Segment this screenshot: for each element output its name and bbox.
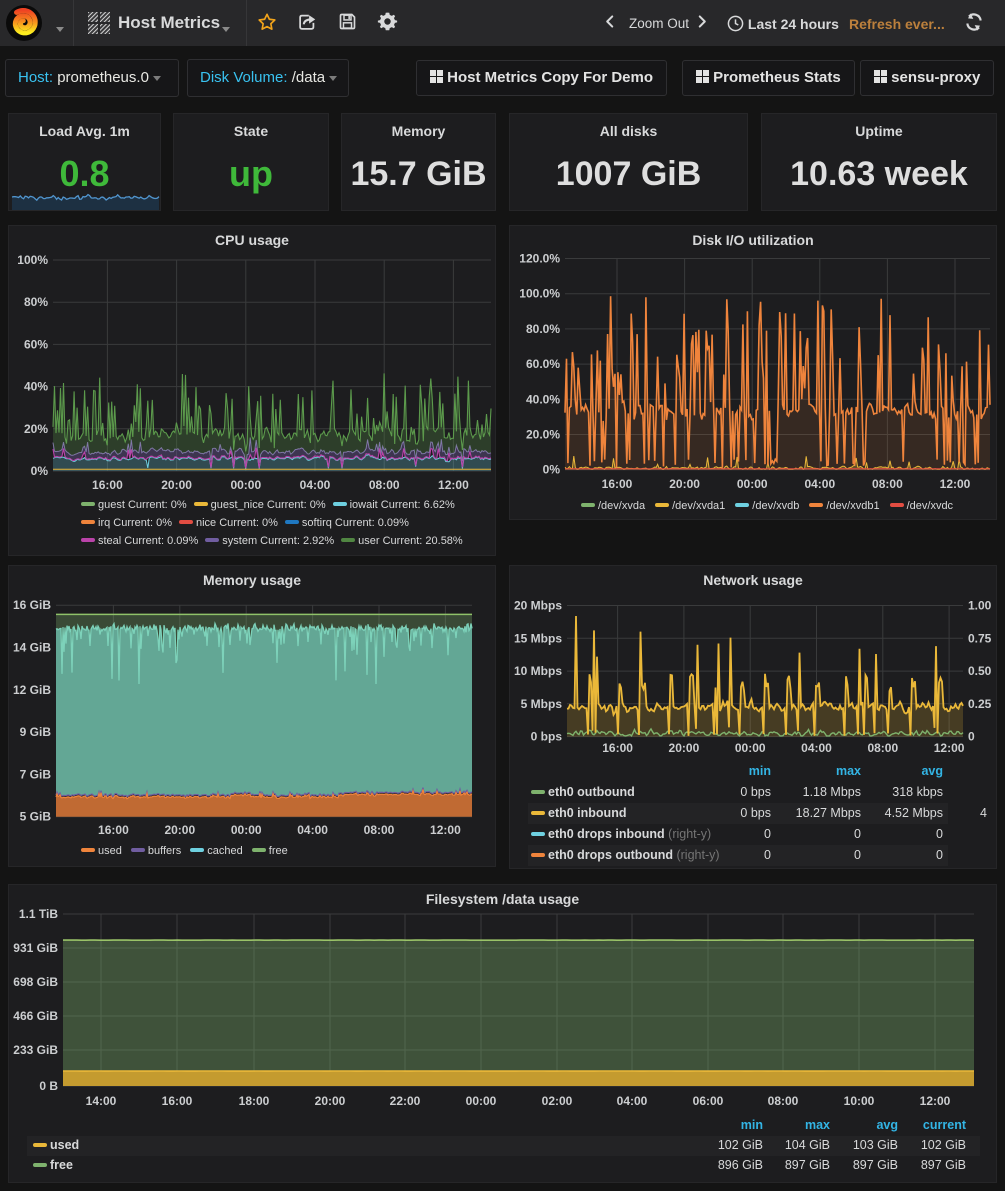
svg-text:233 GiB: 233 GiB	[13, 1043, 58, 1057]
svg-text:1.1 TiB: 1.1 TiB	[19, 907, 58, 921]
svg-text:40.0%: 40.0%	[526, 392, 560, 406]
svg-text:20:00: 20:00	[669, 477, 700, 491]
svg-text:60.0%: 60.0%	[526, 357, 560, 371]
svg-text:18:00: 18:00	[239, 1094, 270, 1108]
svg-text:22:00: 22:00	[390, 1094, 421, 1108]
svg-text:12:00: 12:00	[438, 478, 469, 492]
svg-text:04:00: 04:00	[804, 477, 835, 491]
svg-text:06:00: 06:00	[693, 1094, 724, 1108]
svg-text:00:00: 00:00	[466, 1094, 497, 1108]
svg-text:10 Mbps: 10 Mbps	[514, 664, 562, 678]
svg-text:16:00: 16:00	[98, 823, 129, 837]
svg-text:0.50: 0.50	[968, 664, 992, 678]
svg-text:20:00: 20:00	[669, 741, 700, 755]
svg-text:0.75: 0.75	[968, 631, 992, 645]
svg-text:7 GiB: 7 GiB	[20, 767, 52, 781]
svg-text:12:00: 12:00	[920, 1094, 951, 1108]
svg-text:0.25: 0.25	[968, 697, 992, 711]
svg-text:00:00: 00:00	[230, 478, 261, 492]
svg-text:00:00: 00:00	[737, 477, 768, 491]
svg-text:08:00: 08:00	[364, 823, 395, 837]
svg-text:08:00: 08:00	[872, 477, 903, 491]
svg-text:0: 0	[968, 730, 975, 744]
svg-text:40%: 40%	[24, 380, 48, 394]
svg-text:0%: 0%	[543, 463, 561, 477]
svg-text:16:00: 16:00	[602, 477, 633, 491]
svg-text:04:00: 04:00	[617, 1094, 648, 1108]
svg-text:00:00: 00:00	[735, 741, 766, 755]
svg-text:20%: 20%	[24, 422, 48, 436]
svg-text:15 Mbps: 15 Mbps	[514, 631, 562, 645]
svg-text:20.0%: 20.0%	[526, 428, 560, 442]
svg-text:12 GiB: 12 GiB	[13, 683, 51, 697]
svg-text:16:00: 16:00	[92, 478, 123, 492]
svg-text:02:00: 02:00	[542, 1094, 573, 1108]
svg-text:08:00: 08:00	[768, 1094, 799, 1108]
svg-text:00:00: 00:00	[231, 823, 262, 837]
svg-text:14 GiB: 14 GiB	[13, 641, 51, 655]
svg-text:5 GiB: 5 GiB	[20, 810, 52, 824]
svg-text:80.0%: 80.0%	[526, 322, 560, 336]
svg-text:04:00: 04:00	[297, 823, 328, 837]
svg-text:04:00: 04:00	[801, 741, 832, 755]
svg-text:0%: 0%	[31, 464, 49, 478]
svg-text:80%: 80%	[24, 295, 48, 309]
svg-text:12:00: 12:00	[940, 477, 971, 491]
svg-text:466 GiB: 466 GiB	[13, 1009, 58, 1023]
svg-text:100%: 100%	[17, 253, 48, 267]
svg-text:9 GiB: 9 GiB	[20, 725, 52, 739]
svg-text:931 GiB: 931 GiB	[13, 941, 58, 955]
svg-text:20:00: 20:00	[164, 823, 195, 837]
svg-text:60%: 60%	[24, 337, 48, 351]
svg-text:0 bps: 0 bps	[531, 730, 563, 744]
svg-text:100.0%: 100.0%	[519, 287, 560, 301]
svg-text:16 GiB: 16 GiB	[13, 598, 51, 612]
svg-text:16:00: 16:00	[162, 1094, 193, 1108]
svg-text:12:00: 12:00	[934, 741, 965, 755]
svg-text:20:00: 20:00	[161, 478, 192, 492]
svg-text:04:00: 04:00	[300, 478, 331, 492]
svg-text:10:00: 10:00	[844, 1094, 875, 1108]
svg-text:120.0%: 120.0%	[519, 252, 560, 266]
svg-text:5 Mbps: 5 Mbps	[521, 697, 563, 711]
svg-text:14:00: 14:00	[86, 1094, 117, 1108]
svg-text:698 GiB: 698 GiB	[13, 975, 58, 989]
svg-text:1.00: 1.00	[968, 599, 992, 613]
svg-text:20 Mbps: 20 Mbps	[514, 599, 562, 613]
svg-text:20:00: 20:00	[315, 1094, 346, 1108]
svg-text:08:00: 08:00	[867, 741, 898, 755]
svg-text:16:00: 16:00	[602, 741, 633, 755]
svg-text:12:00: 12:00	[430, 823, 461, 837]
svg-text:0 B: 0 B	[39, 1079, 58, 1093]
svg-text:08:00: 08:00	[369, 478, 400, 492]
